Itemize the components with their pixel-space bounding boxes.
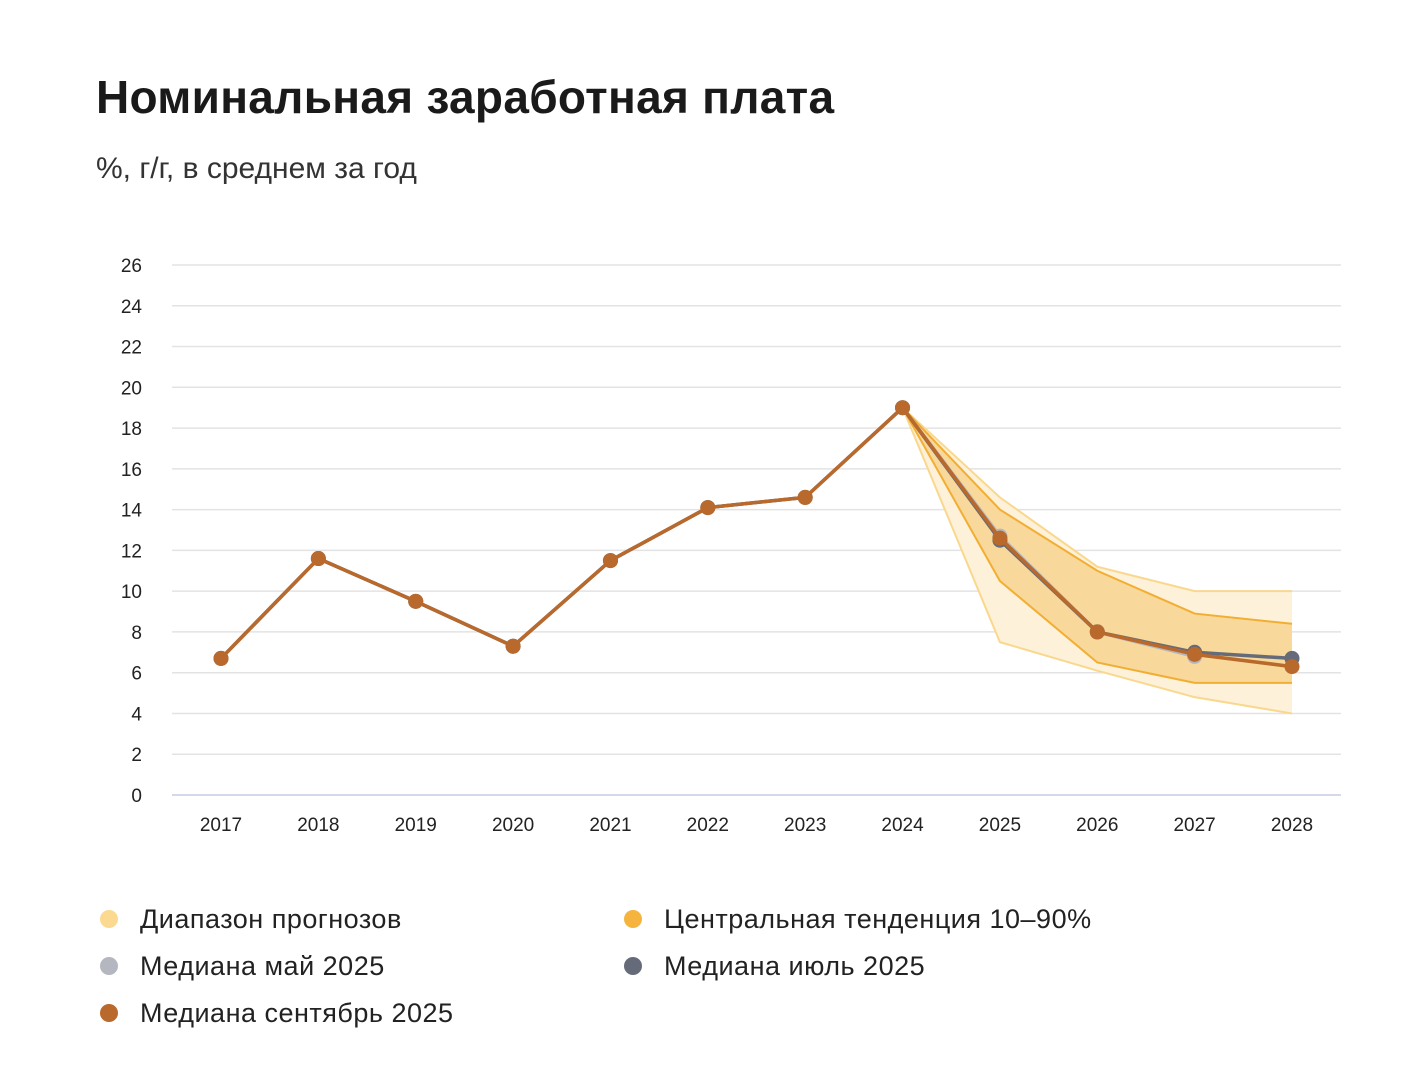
x-tick-label: 2024	[881, 815, 924, 836]
y-tick-label: 6	[131, 664, 142, 685]
x-tick-label: 2018	[297, 815, 339, 836]
y-tick-label: 12	[121, 541, 142, 562]
data-point	[602, 553, 618, 569]
data-point	[408, 593, 424, 609]
chart-subtitle: %, г/г, в среднем за год	[96, 152, 417, 185]
y-tick-label: 22	[121, 338, 142, 359]
y-tick-label: 8	[131, 623, 142, 644]
y-tick-label: 14	[121, 501, 143, 522]
data-point	[797, 489, 813, 505]
x-tick-label: 2019	[395, 815, 437, 836]
data-point	[505, 638, 521, 654]
x-tick-label: 2022	[687, 815, 729, 836]
y-tick-label: 0	[131, 786, 142, 807]
band-upper-edge	[901, 407, 1293, 625]
y-tick-label: 18	[121, 419, 142, 440]
chart-title: Номинальная заработная плата	[96, 71, 835, 123]
data-point	[1187, 646, 1203, 662]
data-point	[1089, 624, 1105, 640]
y-tick-label: 16	[121, 460, 142, 481]
x-tick-label: 2017	[200, 815, 242, 836]
y-tick-label: 4	[131, 704, 142, 725]
legend-marker	[100, 910, 118, 928]
data-point	[992, 530, 1008, 546]
band-upper-edge	[901, 406, 1292, 593]
y-tick-label: 20	[121, 378, 142, 399]
y-tick-label: 2	[131, 745, 142, 766]
x-tick-label: 2023	[784, 815, 826, 836]
legend-label: Медиана сентябрь 2025	[140, 997, 454, 1028]
legend-item: Центральная тенденция 10–90%	[624, 900, 1124, 938]
legend-item: Медиана сентябрь 2025	[100, 994, 624, 1032]
data-point	[1284, 659, 1300, 675]
legend-marker	[100, 957, 118, 975]
data-point	[213, 650, 229, 666]
data-point	[310, 551, 326, 567]
legend-label: Центральная тенденция 10–90%	[664, 903, 1092, 934]
x-tick-label: 2026	[1076, 815, 1118, 836]
y-tick-label: 26	[121, 256, 142, 277]
x-tick-label: 2028	[1271, 815, 1313, 836]
x-tick-label: 2021	[589, 815, 631, 836]
x-tick-label: 2027	[1173, 815, 1215, 836]
band-lower-edge	[901, 407, 1293, 715]
data-point	[895, 400, 911, 416]
legend-label: Медиана июль 2025	[664, 950, 926, 981]
legend-item: Диапазон прогнозов	[100, 900, 624, 938]
legend-item: Медиана июль 2025	[624, 947, 1124, 985]
series-line	[219, 405, 1293, 669]
legend: Диапазон прогнозов Центральная тенденция …	[100, 900, 1200, 1032]
x-tick-label: 2020	[492, 815, 534, 836]
legend-label: Диапазон прогнозов	[140, 903, 402, 934]
y-tick-label: 10	[121, 582, 142, 603]
legend-label: Медиана май 2025	[140, 950, 385, 981]
legend-marker	[624, 910, 642, 928]
legend-item: Медиана май 2025	[100, 947, 624, 985]
band-lower-edge	[901, 407, 1292, 684]
legend-marker	[624, 957, 642, 975]
legend-marker	[100, 1004, 118, 1022]
y-tick-label: 24	[121, 297, 143, 318]
data-point	[700, 500, 716, 516]
x-tick-label: 2025	[979, 815, 1021, 836]
